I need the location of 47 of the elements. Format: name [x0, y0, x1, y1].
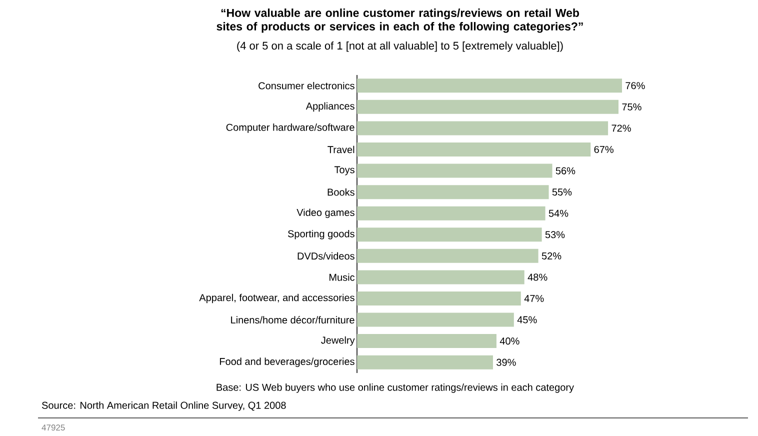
- y-tick-label: Travel: [328, 146, 354, 154]
- y-tick-label: Books: [328, 188, 354, 196]
- data-label: 45%: [517, 316, 537, 324]
- y-tick-label: Video games: [296, 208, 354, 218]
- y-tick-label: Food and beverages/groceries: [220, 358, 354, 367]
- bar: [357, 270, 524, 284]
- bar: [357, 100, 619, 114]
- data-label: 53%: [545, 231, 565, 238]
- text: Base: US Web buyers who use online customer ratings/reviews in each category: [216, 384, 574, 393]
- data-label: 55%: [552, 188, 572, 196]
- y-tick-label: Music: [330, 274, 355, 281]
- bar: [357, 121, 608, 136]
- data-label: 76%: [626, 82, 645, 90]
- chart-title: “How valuable are online customer ratings/reviews on retail Web sites of products or services in each of the following categories?”: [216, 8, 583, 33]
- data-label: 47%: [524, 294, 544, 302]
- y-tick-label: Consumer electronics: [258, 82, 354, 90]
- bar: [357, 228, 542, 242]
- y-tick-label: Appliances: [306, 102, 354, 112]
- data-label: 40%: [500, 338, 520, 345]
- data-label: 48%: [528, 274, 548, 281]
- y-tick-label: Jewelry: [321, 336, 355, 346]
- y-tick-label: Linens/home décor/furniture: [231, 316, 354, 324]
- bar: [357, 355, 493, 370]
- bar: [357, 291, 521, 306]
- chart-subtitle: (4 or 5 on a scale of 1 [not at all valuable] to 5 [extremely valuable]): [237, 42, 563, 52]
- bar: [357, 185, 549, 200]
- data-label: 39%: [496, 358, 516, 366]
- y-tick-label: Apparel, footwear, and accessories: [199, 294, 354, 304]
- bar: [357, 164, 552, 178]
- bar: [357, 334, 496, 348]
- bar: [357, 312, 514, 327]
- y-tick-label: DVDs/videos: [298, 252, 354, 260]
- data-label: 67%: [594, 146, 614, 154]
- y-tick-label: Sporting goods: [288, 230, 354, 240]
- source-note: Source: North American Retail Online Survey, Q1 2008: [42, 402, 286, 411]
- text: 47925: [42, 424, 65, 431]
- bar: [357, 78, 622, 93]
- data-label: 52%: [542, 252, 562, 260]
- bar: [357, 142, 591, 156]
- data-label: 75%: [622, 103, 642, 110]
- y-tick-label: Toys: [334, 166, 354, 176]
- bar: [357, 248, 538, 263]
- data-label: 54%: [548, 210, 568, 217]
- data-label: 72%: [612, 124, 631, 132]
- bar: [357, 206, 546, 220]
- data-label: 56%: [556, 167, 576, 174]
- y-tick-label: Computer hardware/software: [226, 124, 354, 133]
